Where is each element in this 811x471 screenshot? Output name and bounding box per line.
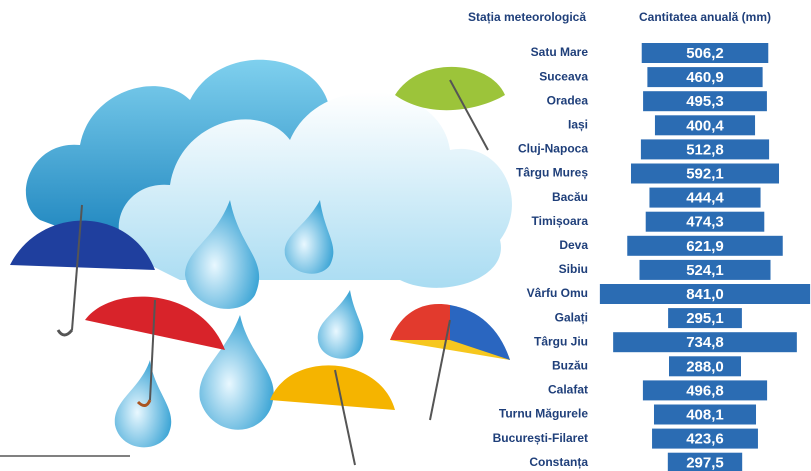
value-label: 295,1 [686, 310, 724, 327]
category-label: Iași [568, 117, 588, 131]
category-label: Turnu Măgurele [499, 407, 588, 421]
category-label: Deva [559, 238, 588, 252]
bar [630, 163, 780, 184]
value-label: 444,4 [686, 190, 724, 207]
value-label: 423,6 [686, 431, 724, 448]
bar [652, 428, 758, 449]
bar [642, 380, 768, 401]
category-label: Suceava [539, 69, 588, 83]
bar [613, 332, 797, 353]
value-label: 288,0 [686, 358, 724, 375]
category-label: Buzău [552, 358, 588, 372]
value-label: 400,4 [686, 117, 724, 134]
bar [667, 452, 743, 471]
value-label: 496,8 [686, 382, 724, 399]
category-label: Târgu Mureș [516, 166, 588, 180]
category-label: Galați [555, 310, 588, 324]
bar [647, 67, 763, 88]
category-label: Calafat [548, 383, 588, 397]
value-label: 506,2 [686, 45, 724, 62]
value-label: 297,5 [686, 455, 724, 471]
category-label: Vârfu Omu [527, 286, 588, 300]
category-label: Satu Mare [531, 45, 589, 59]
category-header: Stația meteorologică [468, 10, 586, 24]
category-label: Timișoara [532, 214, 589, 228]
bar [643, 91, 767, 112]
value-header: Cantitatea anuală (mm) [639, 10, 771, 24]
bar [627, 235, 783, 256]
bar [668, 308, 742, 329]
bar [669, 356, 741, 377]
bar [653, 404, 757, 425]
value-label: 592,1 [686, 165, 724, 182]
category-label: Cluj-Napoca [518, 142, 588, 156]
value-label: 495,3 [686, 93, 724, 110]
illustration [0, 59, 512, 466]
value-label: 460,9 [686, 69, 724, 86]
value-label: 841,0 [686, 286, 724, 303]
value-label: 474,3 [686, 214, 724, 231]
value-label: 524,1 [686, 262, 724, 279]
value-label: 408,1 [686, 406, 724, 423]
bar [641, 43, 769, 63]
bar [640, 139, 770, 160]
bar [639, 259, 771, 280]
value-label: 512,8 [686, 141, 724, 158]
bar [654, 115, 756, 136]
category-label: Sibiu [559, 262, 588, 276]
category-label: București-Filaret [493, 431, 588, 445]
bar [599, 284, 811, 304]
category-label: Constanța [529, 455, 588, 469]
bar [649, 187, 761, 208]
value-label: 621,9 [686, 238, 724, 255]
category-label: Târgu Jiu [534, 334, 588, 348]
bar [645, 211, 765, 232]
value-label: 734,8 [686, 334, 724, 351]
category-label: Bacău [552, 190, 588, 204]
category-label: Oradea [547, 93, 589, 107]
